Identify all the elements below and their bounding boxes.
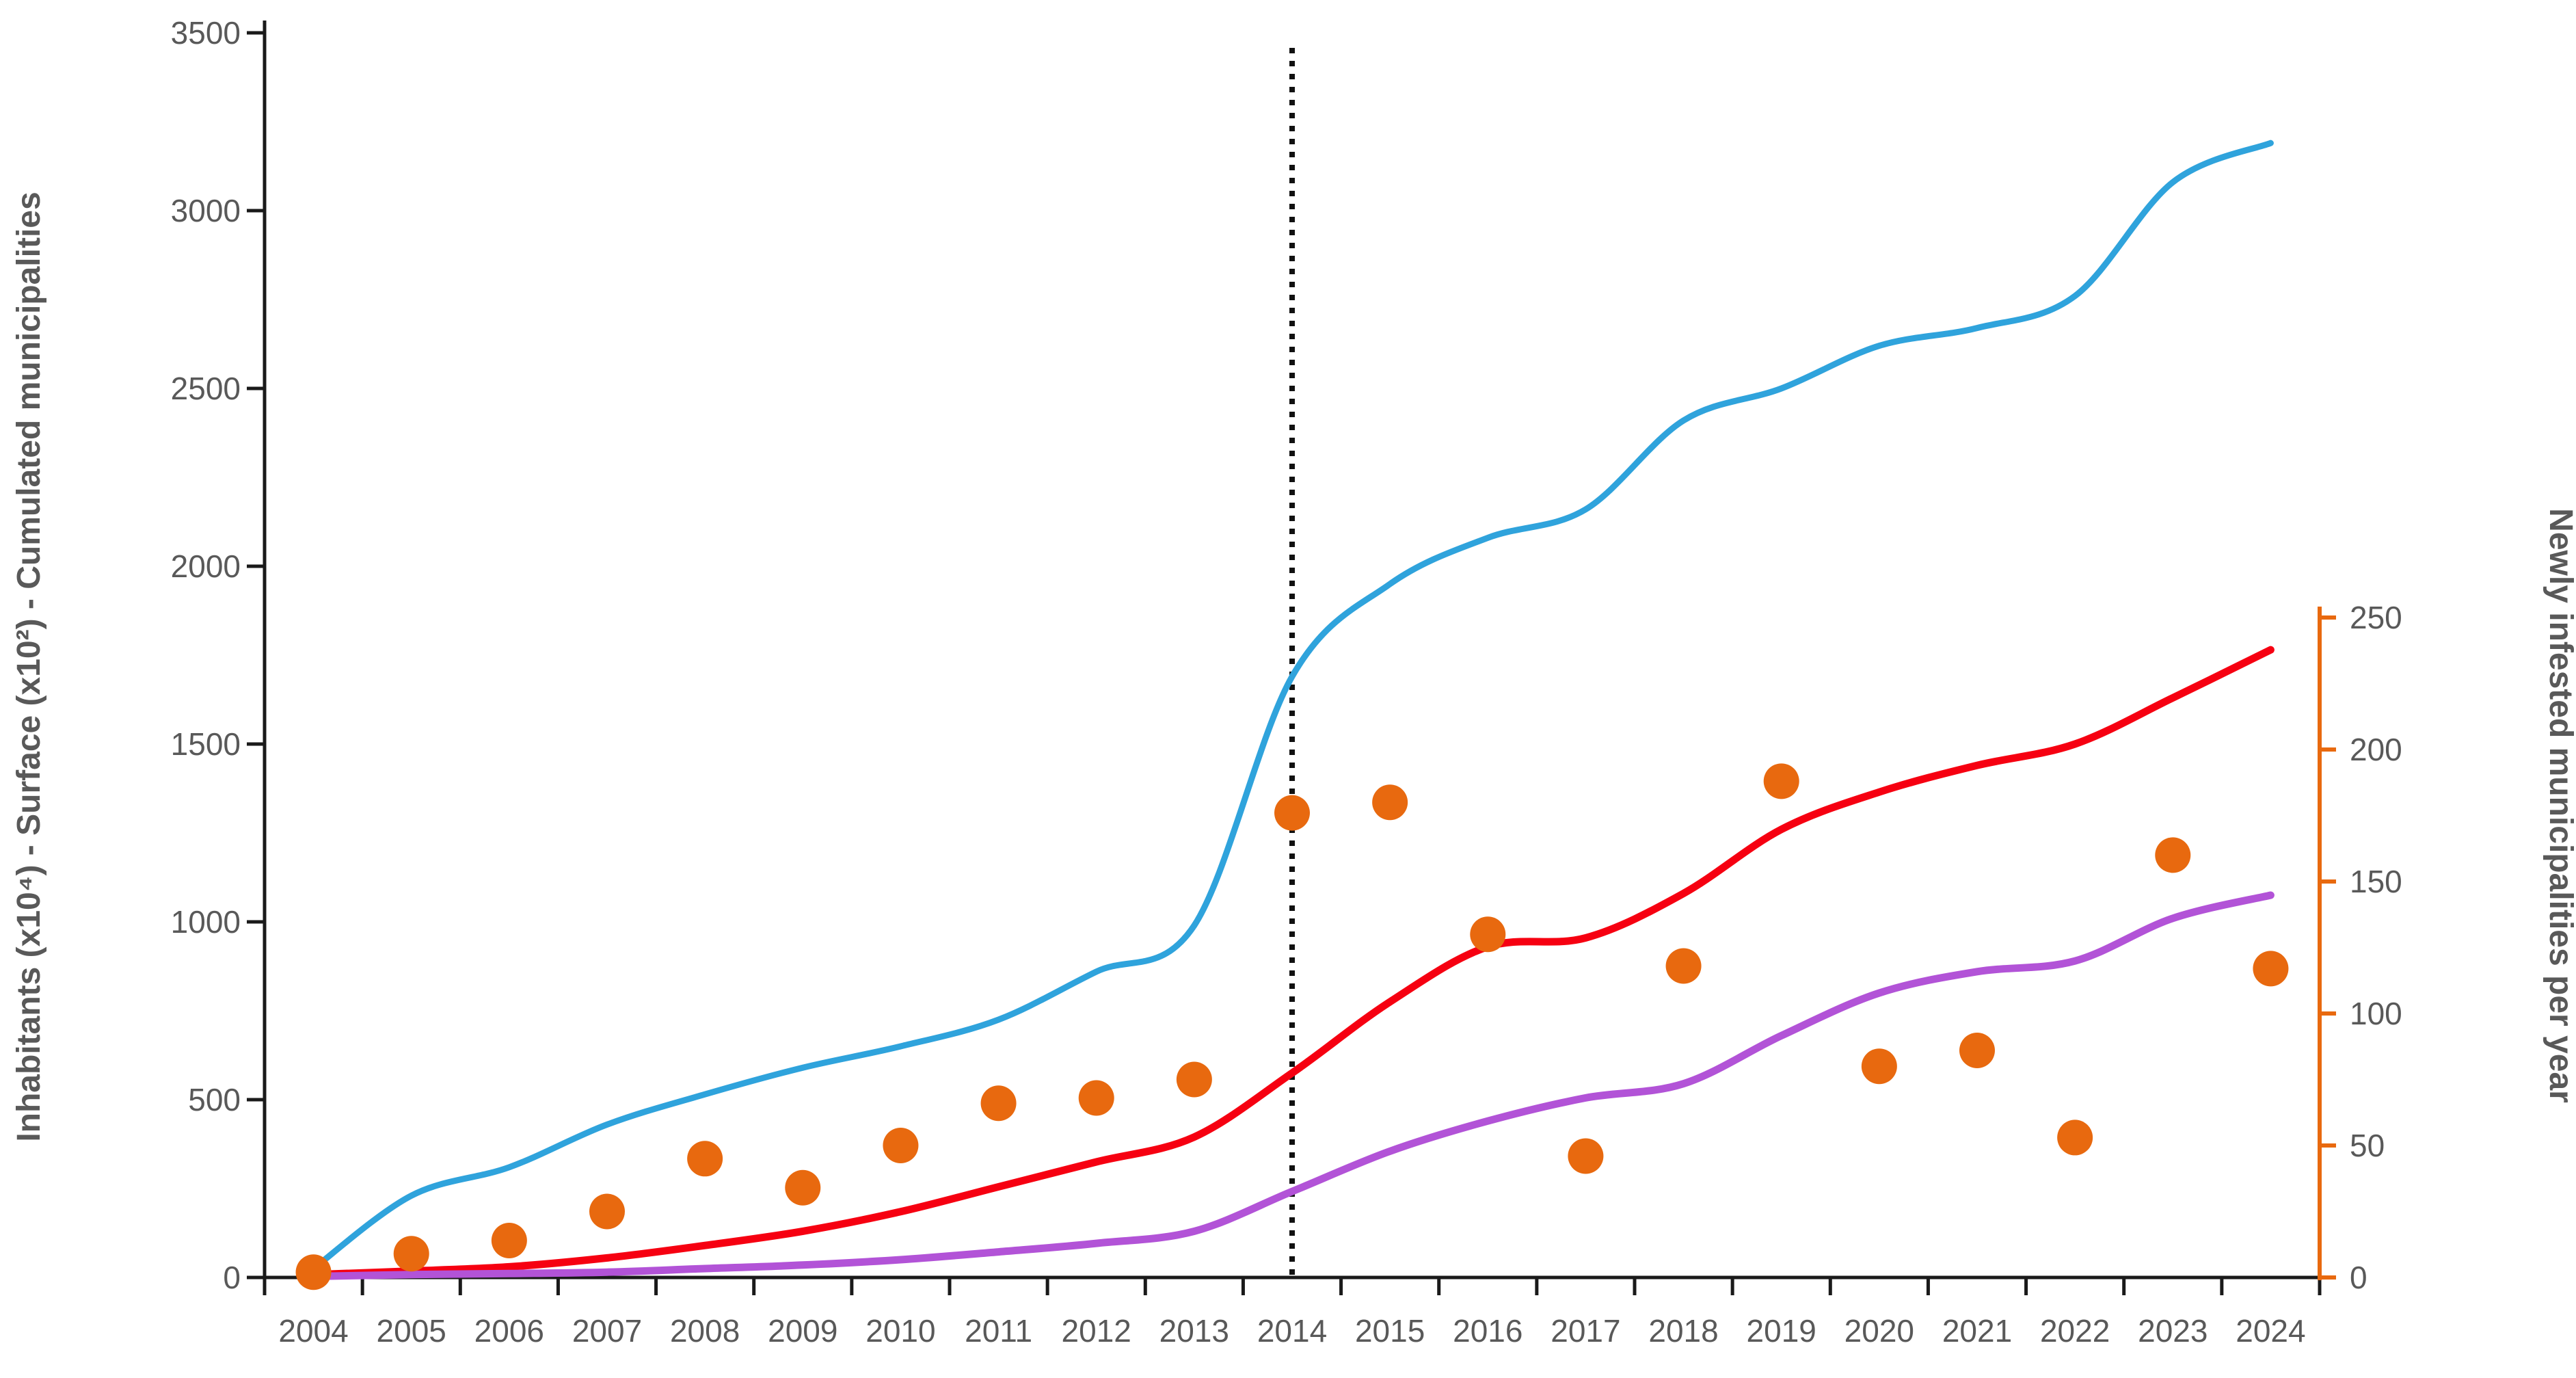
- right-axis-tick-label-0: 0: [2350, 1260, 2367, 1295]
- scatter-point-2006: [491, 1222, 527, 1258]
- line-series-surface-x10-: [310, 646, 2275, 1279]
- left-axis-tick-label-2500: 2500: [171, 371, 241, 406]
- scatter-point-2023: [2155, 837, 2191, 873]
- x-axis-year-label-2009: 2009: [768, 1313, 837, 1349]
- right-axis-tick-label-200: 200: [2350, 732, 2402, 767]
- left-axis-tick-label-1000: 1000: [171, 904, 241, 940]
- scatter-point-2020: [1861, 1048, 1897, 1085]
- x-axis-year-label-2022: 2022: [2040, 1313, 2110, 1349]
- right-axis-tick-label-50: 50: [2350, 1128, 2385, 1163]
- scatter-point-2016: [1470, 916, 1506, 953]
- x-axis-year-label-2021: 2021: [1942, 1313, 2012, 1349]
- x-axis-year-label-2005: 2005: [377, 1313, 446, 1349]
- x-axis-year-label-2015: 2015: [1355, 1313, 1425, 1349]
- scatter-point-2009: [785, 1169, 821, 1206]
- x-axis-year-label-2011: 2011: [965, 1313, 1032, 1349]
- left-axis-tick-label-3500: 3500: [171, 15, 241, 51]
- x-axis-year-label-2010: 2010: [866, 1313, 935, 1349]
- scatter-point-2004: [295, 1254, 332, 1290]
- x-axis-year-label-2007: 2007: [572, 1313, 642, 1349]
- x-axis-year-label-2020: 2020: [1844, 1313, 1914, 1349]
- right-axis-tick-label-250: 250: [2350, 600, 2402, 635]
- left-axis-tick-label-3000: 3000: [171, 193, 241, 228]
- x-axis-year-label-2016: 2016: [1453, 1313, 1522, 1349]
- x-axis-year-label-2019: 2019: [1747, 1313, 1816, 1349]
- scatter-point-2013: [1176, 1061, 1212, 1098]
- x-axis-year-label-2004: 2004: [278, 1313, 348, 1349]
- x-axis-year-label-2012: 2012: [1062, 1313, 1131, 1349]
- scatter-point-2011: [980, 1085, 1017, 1122]
- right-axis-tick-label-100: 100: [2350, 996, 2402, 1031]
- left-axis-tick-label-1500: 1500: [171, 726, 241, 762]
- right-axis-title: Newly infested municipalities per year: [2543, 508, 2576, 1103]
- x-axis-year-label-2014: 2014: [1257, 1313, 1327, 1349]
- scatter-point-2019: [1763, 763, 1799, 799]
- left-axis-tick-label-500: 500: [188, 1082, 241, 1117]
- scatter-point-2024: [2253, 951, 2289, 987]
- scatter-point-2021: [1959, 1033, 1995, 1069]
- scatter-point-2007: [589, 1193, 625, 1230]
- x-axis-year-label-2008: 2008: [670, 1313, 740, 1349]
- x-axis-year-label-2018: 2018: [1648, 1313, 1718, 1349]
- left-axis-tick-label-2000: 2000: [171, 548, 241, 584]
- scatter-point-2017: [1568, 1138, 1604, 1174]
- x-axis-year-label-2024: 2024: [2236, 1313, 2305, 1349]
- x-axis-year-label-2006: 2006: [474, 1313, 544, 1349]
- right-axis-tick-label-150: 150: [2350, 864, 2402, 899]
- x-axis-year-label-2017: 2017: [1551, 1313, 1620, 1349]
- line-series-cumulated-municipalities: [310, 140, 2274, 1272]
- scatter-point-2022: [2057, 1119, 2093, 1156]
- left-axis-tick-label-0: 0: [223, 1260, 241, 1295]
- scatter-point-2010: [883, 1128, 919, 1163]
- x-axis-year-label-2023: 2023: [2138, 1313, 2208, 1349]
- scatter-point-2018: [1665, 948, 1702, 984]
- x-axis-year-label-2013: 2013: [1159, 1313, 1229, 1349]
- line-series-inhabitants-x10-: [310, 891, 2275, 1280]
- scatter-point-2012: [1078, 1080, 1114, 1116]
- scatter-point-2014: [1274, 795, 1310, 831]
- scatter-point-2005: [393, 1236, 429, 1272]
- scatter-point-2008: [687, 1141, 723, 1177]
- scatter-point-2015: [1372, 784, 1408, 821]
- left-axis-title: Inhabitants (x10⁴) - Surface (x10²) - Cu…: [11, 191, 47, 1141]
